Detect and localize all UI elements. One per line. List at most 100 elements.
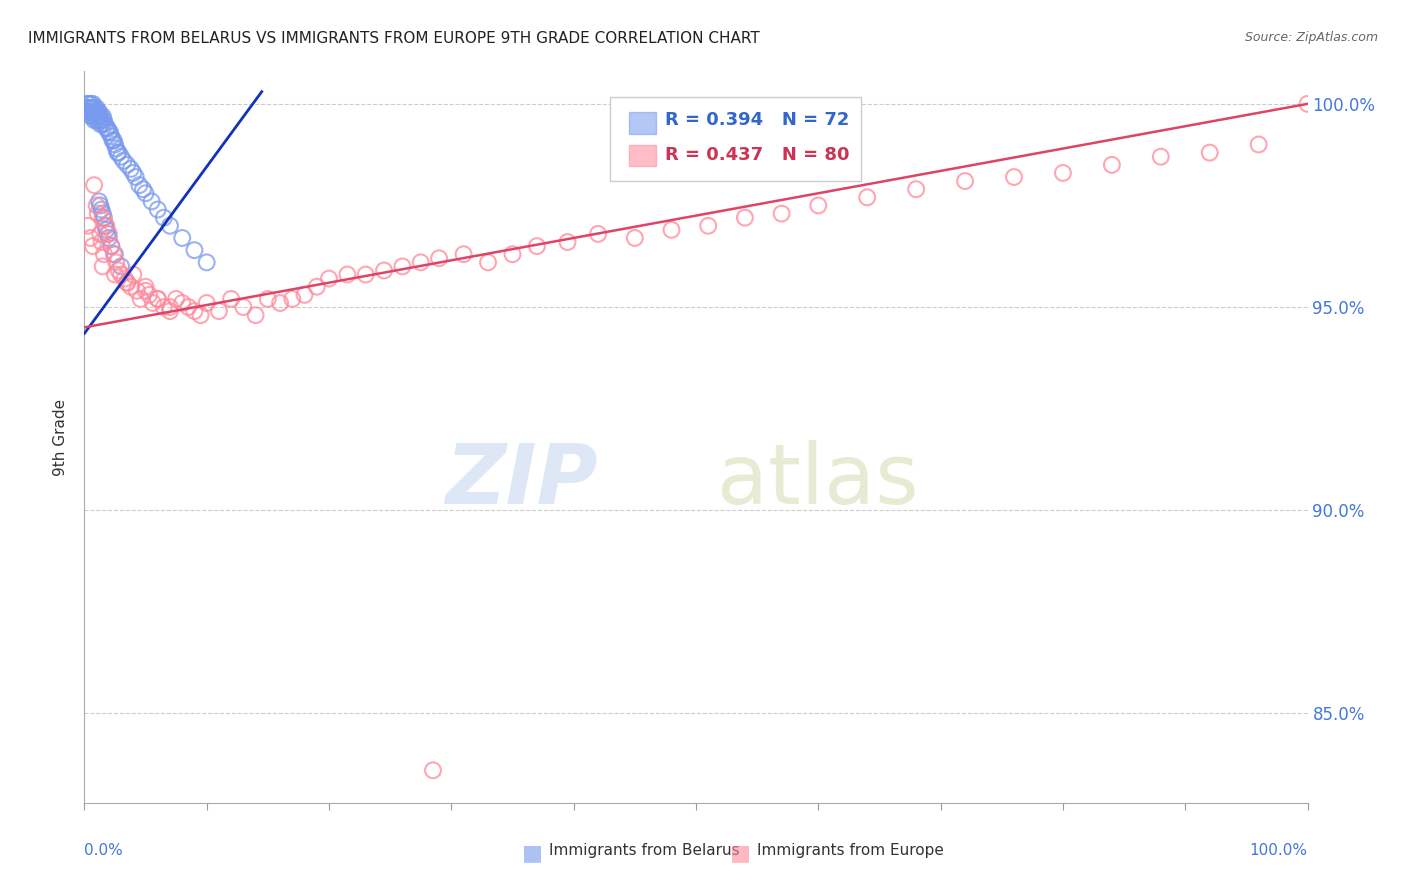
Point	[122, 268, 145, 282]
Point	[526, 239, 548, 253]
Point	[502, 247, 524, 261]
Point	[83, 178, 105, 193]
Point	[269, 296, 291, 310]
Point	[87, 194, 110, 209]
Point	[294, 288, 316, 302]
Point	[125, 284, 148, 298]
Point	[86, 198, 108, 212]
Point	[91, 117, 114, 131]
Text: ■: ■	[522, 843, 543, 863]
Point	[183, 243, 205, 257]
Point	[190, 308, 212, 322]
Point	[97, 125, 120, 139]
Point	[159, 300, 181, 314]
Bar	[628, 145, 655, 167]
Point	[97, 231, 120, 245]
Point	[172, 231, 194, 245]
Point	[83, 113, 105, 128]
Text: Immigrants from Belarus: Immigrants from Belarus	[550, 843, 740, 858]
Point	[135, 279, 157, 293]
Point	[195, 255, 218, 269]
Point	[89, 198, 111, 212]
Point	[89, 117, 111, 131]
Point	[79, 231, 101, 245]
Point	[427, 252, 450, 266]
Point	[112, 153, 135, 168]
Point	[91, 211, 114, 225]
Point	[100, 239, 122, 253]
Point	[87, 206, 110, 220]
Point	[97, 227, 120, 241]
Point	[172, 296, 194, 310]
Point	[135, 186, 157, 201]
Point	[318, 271, 340, 285]
Point	[120, 161, 142, 176]
Point	[105, 145, 128, 160]
Point	[79, 109, 101, 123]
Point	[129, 292, 152, 306]
Point	[96, 121, 118, 136]
Point	[159, 304, 181, 318]
Point	[135, 284, 157, 298]
Point	[104, 247, 127, 261]
Point	[110, 268, 132, 282]
Point	[159, 219, 181, 233]
Point	[257, 292, 280, 306]
Point	[100, 239, 122, 253]
Point	[105, 142, 128, 156]
Point	[91, 206, 114, 220]
FancyBboxPatch shape	[610, 97, 860, 181]
Point	[89, 109, 111, 123]
Point	[807, 198, 830, 212]
Text: ■: ■	[730, 843, 751, 863]
Point	[90, 202, 112, 217]
Point	[153, 211, 176, 225]
Point	[1052, 166, 1074, 180]
Point	[120, 279, 142, 293]
Point	[138, 288, 160, 302]
Point	[91, 109, 114, 123]
Point	[373, 263, 395, 277]
Point	[86, 113, 108, 128]
Point	[128, 178, 150, 193]
Point	[477, 255, 499, 269]
Point	[183, 304, 205, 318]
Point	[110, 150, 132, 164]
Point	[734, 211, 756, 225]
Point	[82, 96, 104, 111]
Point	[557, 235, 579, 249]
Point	[96, 223, 118, 237]
Point	[115, 276, 138, 290]
Point	[105, 255, 128, 269]
Text: R = 0.437   N = 80: R = 0.437 N = 80	[665, 146, 849, 164]
Point	[77, 105, 100, 120]
Point	[146, 292, 169, 306]
Point	[177, 300, 200, 314]
Point	[1101, 158, 1123, 172]
Point	[100, 129, 122, 144]
Text: Immigrants from Europe: Immigrants from Europe	[758, 843, 943, 858]
Bar	[628, 112, 655, 134]
Point	[90, 113, 112, 128]
Text: 0.0%: 0.0%	[84, 843, 124, 858]
Point	[770, 206, 793, 220]
Point	[77, 105, 100, 120]
Point	[195, 296, 218, 310]
Point	[586, 227, 609, 241]
Point	[83, 105, 105, 120]
Point	[1296, 96, 1319, 111]
Point	[94, 219, 117, 233]
Text: R = 0.394   N = 72: R = 0.394 N = 72	[665, 112, 849, 129]
Point	[153, 300, 176, 314]
Point	[79, 101, 101, 115]
Point	[1198, 145, 1220, 160]
Point	[856, 190, 879, 204]
Point	[86, 105, 108, 120]
Point	[305, 279, 328, 293]
Point	[146, 292, 169, 306]
Point	[115, 158, 138, 172]
Point	[409, 255, 432, 269]
Point	[94, 117, 117, 131]
Point	[101, 133, 124, 147]
Point	[98, 125, 121, 139]
